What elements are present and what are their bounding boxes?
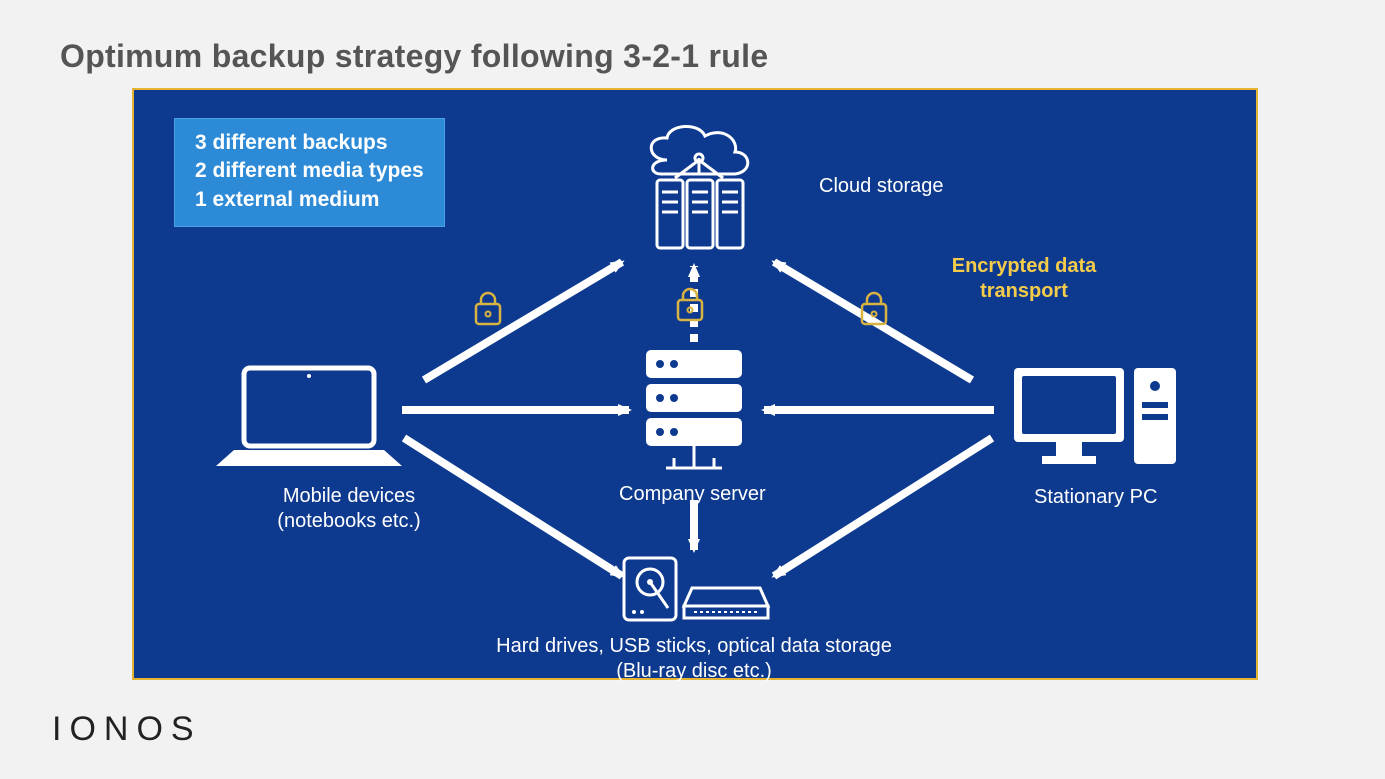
pc-icon — [1014, 368, 1176, 464]
mobile-label-2: (notebooks etc.) — [239, 509, 459, 534]
server-icon — [646, 350, 742, 468]
brand-logo: IONOS — [52, 710, 202, 749]
lock-icon — [476, 293, 500, 324]
storage-label-2: (Blu-ray disc etc.) — [484, 659, 904, 684]
mobile-label-1: Mobile devices — [239, 484, 459, 509]
cloud-storage-icon — [651, 126, 748, 248]
laptop-icon — [216, 368, 402, 466]
svg-layer — [134, 90, 1260, 682]
encrypted-line-1: Encrypted data — [924, 254, 1124, 279]
pc-label: Stationary PC — [1034, 485, 1157, 510]
pc-to-storage — [774, 438, 992, 576]
server-label: Company server — [619, 482, 766, 507]
storage-label-1: Hard drives, USB sticks, optical data st… — [484, 634, 904, 659]
mobile-to-cloud — [424, 262, 622, 380]
diagram-canvas: 3 different backups 2 different media ty… — [132, 88, 1258, 680]
encrypted-label: Encrypted data transport — [924, 254, 1124, 304]
storage-icon — [624, 558, 768, 620]
storage-label: Hard drives, USB sticks, optical data st… — [484, 634, 904, 684]
encrypted-line-2: transport — [924, 279, 1124, 304]
page-title: Optimum backup strategy following 3-2-1 … — [60, 38, 768, 75]
cloud-label: Cloud storage — [819, 174, 944, 199]
mobile-label: Mobile devices (notebooks etc.) — [239, 484, 459, 534]
